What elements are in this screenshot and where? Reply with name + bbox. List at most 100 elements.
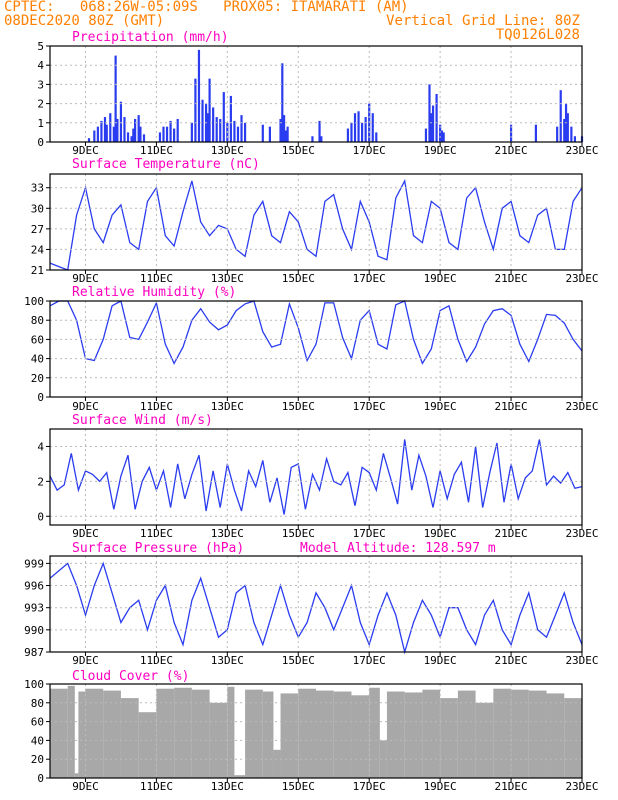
cloud-cover-bar xyxy=(351,695,370,778)
precip-bar xyxy=(509,124,513,142)
y-tick-label: 993 xyxy=(24,602,44,615)
y-tick-label: 4 xyxy=(37,59,44,72)
precip-bar xyxy=(219,118,222,142)
precip-bar xyxy=(435,94,438,142)
precip-bar xyxy=(116,118,119,142)
cloud-cover-bar xyxy=(273,749,281,778)
header-grid-note: Vertical Grid Line: 80Z xyxy=(386,13,580,29)
cloud-cover-bar xyxy=(298,688,316,778)
y-tick-label: 33 xyxy=(31,182,44,195)
y-tick-label: 20 xyxy=(31,372,44,385)
precip-bar xyxy=(119,101,123,142)
precip-bar xyxy=(281,63,284,142)
x-tick-label: 21DEC xyxy=(495,400,528,413)
precip-bar xyxy=(206,113,209,142)
series-line xyxy=(49,300,583,365)
precip-bar xyxy=(112,126,115,142)
y-tick-label: 40 xyxy=(31,734,44,747)
precip-bar xyxy=(236,126,240,142)
precip-bar xyxy=(371,113,374,142)
precip-bar xyxy=(176,118,179,142)
panel-2: Surface Temperature (nC) 21 24 27 30 33 9DEC 11… xyxy=(31,157,599,285)
cloud-cover-bar xyxy=(386,691,405,778)
precip-bar xyxy=(311,136,314,142)
cloud-cover-bar xyxy=(564,698,582,778)
cloud-cover-bar xyxy=(103,690,121,778)
y-tick-label: 2 xyxy=(37,475,44,488)
x-tick-label: 17DEC xyxy=(353,780,386,793)
precip-bar xyxy=(114,55,117,142)
panel-frame xyxy=(49,300,583,398)
precip-bar xyxy=(556,126,559,142)
series-line xyxy=(49,178,583,271)
cloud-cover-bar xyxy=(404,692,423,778)
cloud-cover-bar xyxy=(50,688,68,778)
x-tick-label: 23DEC xyxy=(565,527,598,540)
header-model-code: TQ0126L028 xyxy=(495,27,580,43)
y-tick-label: 996 xyxy=(24,580,44,593)
precip-bar xyxy=(573,136,577,142)
precip-bar xyxy=(197,49,201,143)
cloud-cover-bar xyxy=(209,702,228,778)
y-tick-label: 100 xyxy=(24,678,44,691)
y-tick-label: 24 xyxy=(31,243,45,256)
x-tick-label: 9DEC xyxy=(72,400,99,413)
x-tick-label: 21DEC xyxy=(495,780,528,793)
precip-bar xyxy=(361,122,364,142)
precip-bar xyxy=(212,107,215,142)
precip-bar xyxy=(173,128,176,142)
cloud-cover-bar xyxy=(227,686,235,778)
panel-title: Surface Wind (m/s) xyxy=(72,413,213,428)
precip-bar xyxy=(440,130,444,142)
x-tick-label: 19DEC xyxy=(424,654,457,667)
x-tick-label: 15DEC xyxy=(282,272,315,285)
x-tick-label: 9DEC xyxy=(72,780,99,793)
x-tick-label: 23DEC xyxy=(565,400,598,413)
y-tick-label: 100 xyxy=(24,295,44,308)
precip-bar xyxy=(215,117,218,142)
x-tick-label: 19DEC xyxy=(424,272,457,285)
precip-bar xyxy=(137,115,140,142)
precip-bar xyxy=(279,118,282,142)
x-tick-label: 13DEC xyxy=(211,780,244,793)
precip-bar xyxy=(430,113,433,142)
y-tick-label: 3 xyxy=(37,78,44,91)
x-tick-label: 11DEC xyxy=(140,654,173,667)
precip-bar xyxy=(194,78,197,142)
precip-bar xyxy=(268,126,271,142)
precip-bar xyxy=(243,122,247,142)
precip-bar xyxy=(109,113,112,142)
x-tick-label: 19DEC xyxy=(424,400,457,413)
cloud-cover-bar xyxy=(262,691,274,778)
panel-3: Relative Humidity (%) 0 20 40 60 80 100 9DEC 11D… xyxy=(24,285,598,413)
precip-bar xyxy=(139,126,142,142)
panel-5: Surface Pressure (hPa) Model Altitude: 12… xyxy=(24,541,598,667)
header-station: CPTEC: 068:26W-05:09S PROX05: ITAMARATI … xyxy=(4,0,409,15)
x-tick-label: 11DEC xyxy=(140,272,173,285)
panel-annotation: Model Altitude: 128.597 m xyxy=(300,541,496,556)
cloud-cover-bar xyxy=(156,688,175,778)
cloud-cover-bar xyxy=(316,690,334,778)
y-tick-label: 40 xyxy=(31,353,44,366)
x-tick-label: 15DEC xyxy=(282,527,315,540)
precip-bar xyxy=(190,122,193,142)
y-tick-label: 0 xyxy=(37,510,44,523)
y-tick-label: 2 xyxy=(37,98,44,111)
precip-bar xyxy=(346,128,350,142)
y-tick-label: 27 xyxy=(31,223,44,236)
x-tick-label: 13DEC xyxy=(211,272,244,285)
cloud-cover-bar xyxy=(120,698,139,778)
precip-bar xyxy=(364,117,367,142)
cloud-cover-bar xyxy=(546,693,565,778)
x-tick-label: 11DEC xyxy=(140,400,173,413)
x-tick-label: 19DEC xyxy=(424,780,457,793)
series-line xyxy=(49,561,583,655)
y-tick-label: 5 xyxy=(37,40,44,53)
precip-bar xyxy=(428,84,431,142)
panel-title: Precipitation (mm/h) xyxy=(72,30,229,45)
precip-bar xyxy=(424,128,428,142)
precip-bar xyxy=(350,122,353,142)
x-tick-label: 23DEC xyxy=(565,780,598,793)
precip-bar xyxy=(570,126,573,142)
